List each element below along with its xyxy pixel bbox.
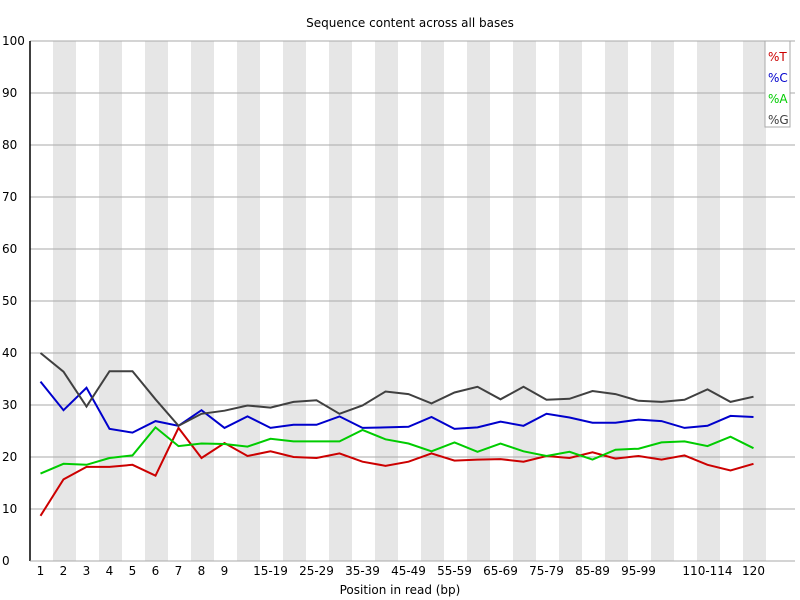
x-tick-label: 65-69 [483, 564, 518, 578]
y-tick-label: 30 [2, 398, 17, 412]
series-lines [39, 352, 754, 517]
y-tick-label: 80 [2, 138, 17, 152]
x-tick-label: 4 [106, 564, 114, 578]
series-line-pct-a [40, 425, 754, 475]
y-tick-label: 70 [2, 190, 17, 204]
y-tick-label: 90 [2, 86, 17, 100]
y-tick-label: 0 [2, 554, 10, 568]
x-tick-label: 25-29 [299, 564, 334, 578]
legend-box [764, 40, 791, 128]
x-tick-label: 45-49 [391, 564, 426, 578]
series-line-pct-t [39, 425, 754, 517]
x-tick-label: 120 [742, 564, 765, 578]
legend-entry: %G [768, 113, 789, 127]
y-tick-label: 100 [2, 34, 25, 48]
x-tick-label: 85-89 [575, 564, 610, 578]
x-tick-label: 9 [221, 564, 229, 578]
series-line-pct-c [39, 380, 754, 434]
y-tick-label: 60 [2, 242, 17, 256]
y-tick-label: 50 [2, 294, 17, 308]
x-tick-label: 35-39 [345, 564, 380, 578]
gridlines [30, 40, 795, 510]
x-tick-label: 15-19 [253, 564, 288, 578]
x-tick-label: 2 [60, 564, 68, 578]
y-tick-label: 20 [2, 450, 17, 464]
legend-entry: %C [768, 71, 788, 85]
x-tick-label: 1 [37, 564, 45, 578]
x-tick-label: 55-59 [437, 564, 472, 578]
x-tick-label: 7 [175, 564, 183, 578]
x-tick-label: 6 [152, 564, 160, 578]
x-tick-label: 95-99 [621, 564, 656, 578]
series-line-pct-g [39, 352, 754, 428]
y-tick-labels: 0 10 20 30 40 50 60 70 80 90 100 [2, 34, 25, 568]
x-tick-label: 110-114 [682, 564, 732, 578]
x-axis-label: Position in read (bp) [340, 583, 461, 597]
x-tick-label: 3 [83, 564, 91, 578]
chart-title: Sequence content across all bases [306, 16, 514, 30]
x-tick-label: 75-79 [529, 564, 564, 578]
y-tick-label: 40 [2, 346, 17, 360]
x-tick-labels: 1 2 3 4 5 6 7 8 9 15-19 25-29 35-39 45-49 55-59 65-69 7… [37, 564, 765, 578]
legend: %T %C %A %G [764, 40, 791, 128]
y-tick-label: 10 [2, 502, 17, 516]
legend-entry: %T [768, 50, 787, 64]
x-tick-label: 5 [129, 564, 137, 578]
legend-entry: %A [768, 92, 788, 106]
x-tick-label: 8 [198, 564, 206, 578]
